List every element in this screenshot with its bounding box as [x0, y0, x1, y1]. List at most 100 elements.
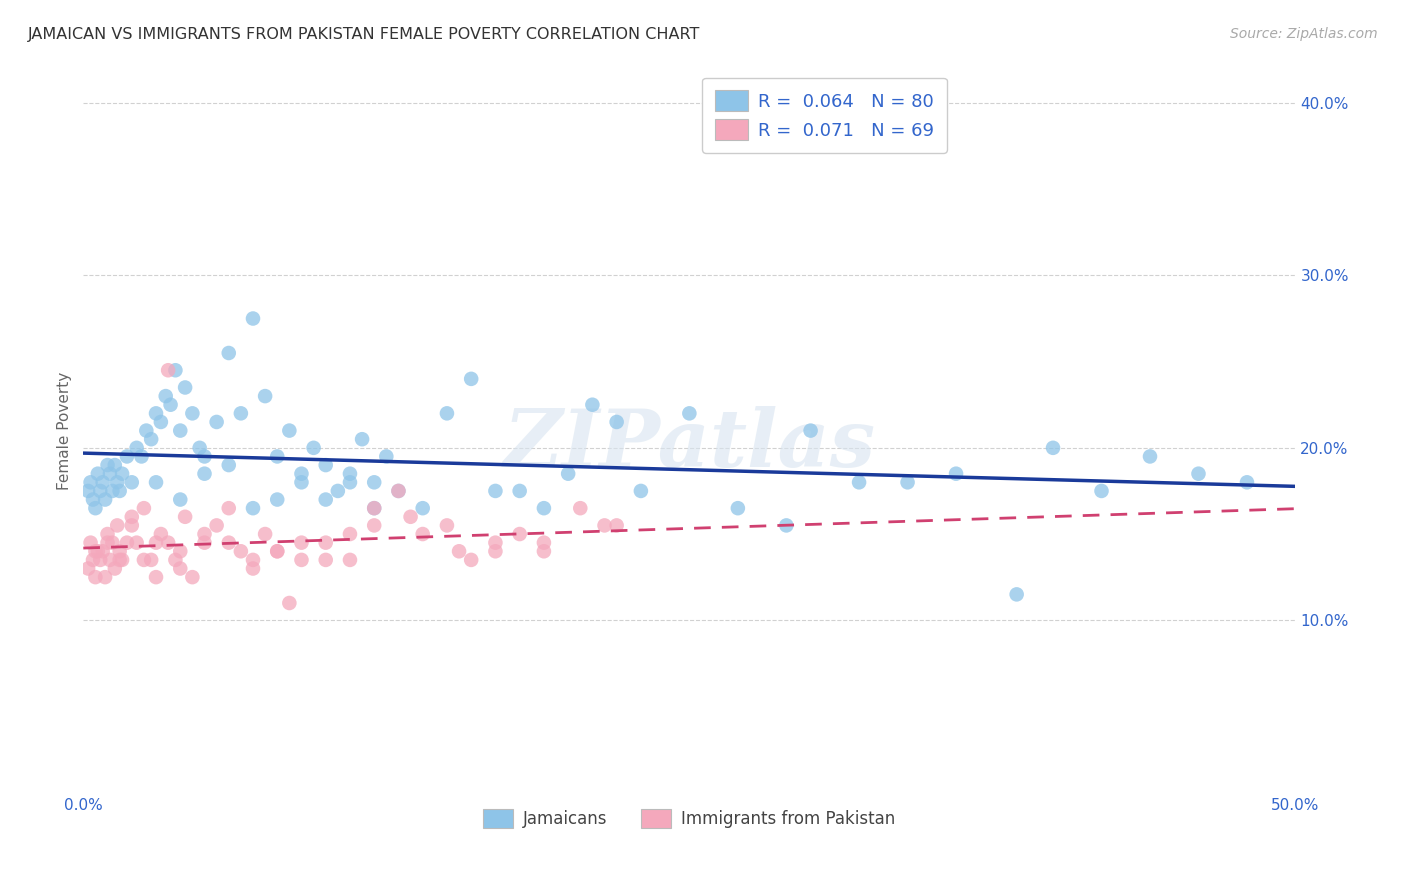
Point — [193, 527, 215, 541]
Point — [484, 535, 506, 549]
Point — [1090, 483, 1112, 498]
Point — [581, 398, 603, 412]
Point — [87, 467, 110, 481]
Point — [98, 467, 121, 481]
Point — [193, 450, 215, 464]
Point — [557, 467, 579, 481]
Point — [290, 535, 312, 549]
Point — [84, 570, 107, 584]
Point — [800, 424, 823, 438]
Point — [290, 475, 312, 490]
Point — [87, 544, 110, 558]
Point — [115, 450, 138, 464]
Point — [84, 544, 107, 558]
Point — [460, 553, 482, 567]
Point — [945, 467, 967, 481]
Point — [115, 535, 138, 549]
Point — [108, 544, 131, 558]
Point — [104, 458, 127, 472]
Point — [436, 518, 458, 533]
Point — [205, 415, 228, 429]
Point — [79, 475, 101, 490]
Point — [157, 535, 180, 549]
Point — [363, 501, 385, 516]
Point — [104, 561, 127, 575]
Point — [290, 553, 312, 567]
Point — [125, 441, 148, 455]
Point — [606, 518, 628, 533]
Point — [149, 527, 172, 541]
Point — [121, 475, 143, 490]
Point — [101, 483, 124, 498]
Point — [242, 311, 264, 326]
Point — [1236, 475, 1258, 490]
Point — [254, 527, 277, 541]
Point — [105, 475, 128, 490]
Point — [339, 553, 361, 567]
Point — [169, 492, 191, 507]
Point — [387, 483, 409, 498]
Point — [169, 544, 191, 558]
Point — [159, 398, 181, 412]
Point — [266, 492, 288, 507]
Point — [242, 501, 264, 516]
Point — [96, 535, 118, 549]
Point — [89, 553, 111, 567]
Point — [399, 509, 422, 524]
Point — [363, 518, 385, 533]
Point — [181, 570, 204, 584]
Point — [1139, 450, 1161, 464]
Point — [339, 527, 361, 541]
Point — [94, 492, 117, 507]
Point — [96, 458, 118, 472]
Point — [84, 501, 107, 516]
Point — [145, 406, 167, 420]
Point — [94, 570, 117, 584]
Point — [449, 544, 471, 558]
Point — [111, 553, 134, 567]
Point — [375, 450, 398, 464]
Point — [132, 501, 155, 516]
Point — [193, 535, 215, 549]
Point — [484, 544, 506, 558]
Point — [169, 424, 191, 438]
Y-axis label: Female Poverty: Female Poverty — [58, 371, 72, 490]
Point — [98, 553, 121, 567]
Point — [218, 346, 240, 360]
Point — [1005, 587, 1028, 601]
Point — [775, 518, 797, 533]
Point — [533, 544, 555, 558]
Point — [315, 458, 337, 472]
Point — [188, 441, 211, 455]
Point — [82, 492, 104, 507]
Point — [266, 450, 288, 464]
Point — [218, 458, 240, 472]
Point — [363, 501, 385, 516]
Point — [155, 389, 177, 403]
Point — [593, 518, 616, 533]
Point — [315, 535, 337, 549]
Legend: Jamaicans, Immigrants from Pakistan: Jamaicans, Immigrants from Pakistan — [477, 803, 903, 835]
Point — [174, 380, 197, 394]
Point — [1042, 441, 1064, 455]
Point — [290, 467, 312, 481]
Point — [141, 432, 163, 446]
Point — [121, 518, 143, 533]
Point — [82, 553, 104, 567]
Point — [339, 467, 361, 481]
Point — [174, 509, 197, 524]
Point — [387, 483, 409, 498]
Point — [278, 424, 301, 438]
Point — [848, 475, 870, 490]
Point — [352, 432, 374, 446]
Point — [135, 424, 157, 438]
Point — [89, 483, 111, 498]
Point — [79, 535, 101, 549]
Point — [678, 406, 700, 420]
Point — [630, 483, 652, 498]
Point — [121, 509, 143, 524]
Point — [436, 406, 458, 420]
Point — [132, 553, 155, 567]
Point — [315, 492, 337, 507]
Point — [229, 544, 252, 558]
